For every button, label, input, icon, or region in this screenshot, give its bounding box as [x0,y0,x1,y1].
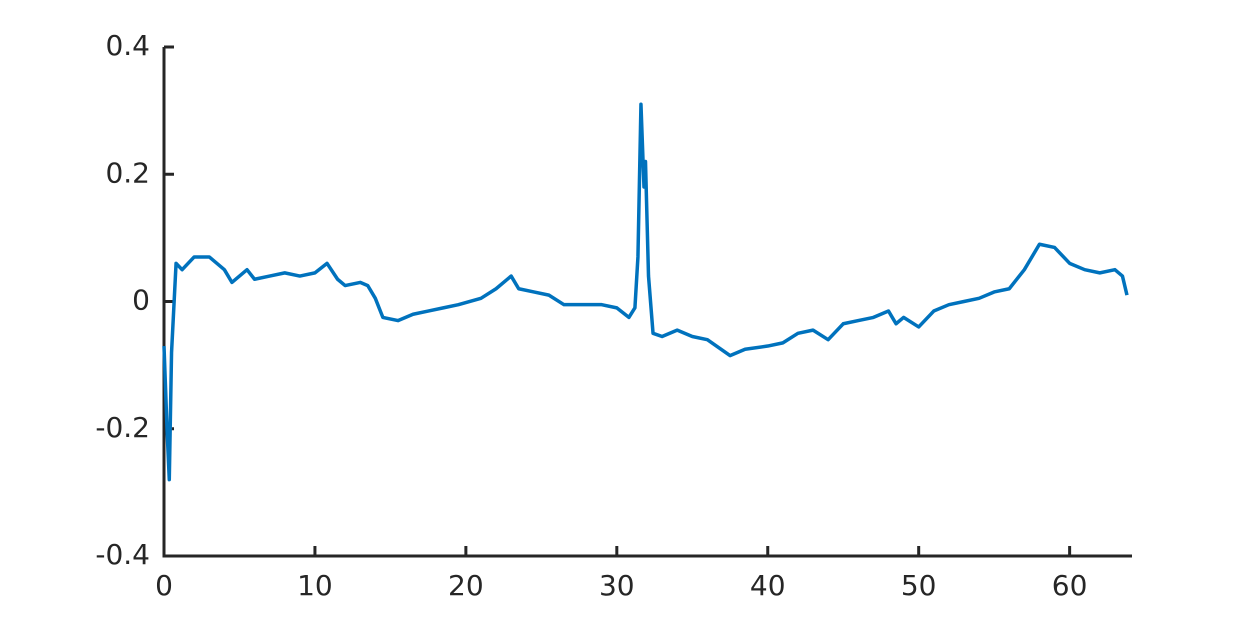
x-tick-label: 0 [155,569,173,602]
data-line [162,102,1129,482]
y-tick-label: 0.4 [105,29,150,62]
x-tick-label: 50 [901,569,937,602]
x-tick-label: 10 [297,569,333,602]
y-tick-label: -0.4 [95,538,150,571]
x-tick-label: 20 [448,569,484,602]
y-tick-label: -0.2 [95,411,150,444]
x-tick-label: 40 [750,569,786,602]
y-tick-label: 0 [132,284,150,317]
axes [162,47,1132,558]
x-tick-label: 30 [599,569,635,602]
x-tick-label: 60 [1052,569,1088,602]
y-tick-label: 0.2 [105,156,150,189]
